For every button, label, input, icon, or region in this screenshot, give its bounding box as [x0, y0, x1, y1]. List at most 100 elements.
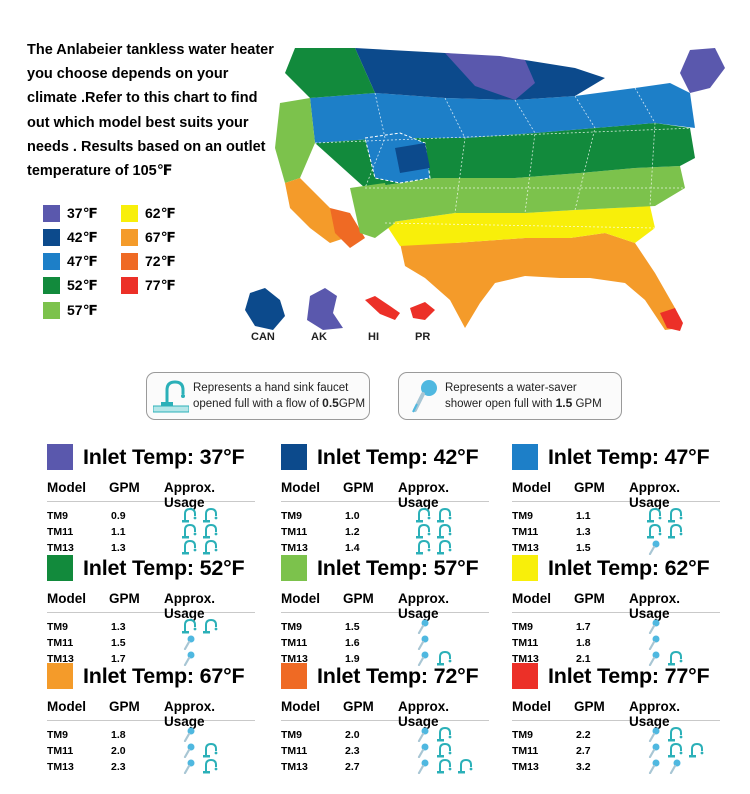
intro-text: The Anlabeier tankless water heater you …	[27, 42, 274, 180]
panel-column-headers: Model GPM Approx. Usage	[281, 589, 489, 621]
row-usage-icons	[415, 759, 478, 774]
row-model: TM13	[281, 653, 308, 665]
zone-california-72	[330, 208, 365, 248]
panel-column-headers: Model GPM Approx. Usage	[281, 697, 489, 729]
faucet-icon	[203, 524, 218, 539]
row-gpm: 1.3	[111, 621, 126, 633]
label-can: CAN	[251, 331, 275, 343]
header-model: Model	[512, 591, 551, 606]
legend-swatch	[43, 277, 60, 294]
header-usage: Approx. Usage	[629, 591, 681, 621]
shower-icon	[417, 727, 429, 742]
faucet-icon	[182, 540, 197, 555]
faucet-icon	[203, 759, 218, 774]
row-usage-icons	[181, 524, 223, 539]
row-gpm: 1.0	[345, 510, 360, 522]
row-usage-icons	[646, 651, 688, 666]
legend-swatch	[43, 253, 60, 270]
shower-icon	[648, 635, 660, 650]
faucet-icon	[416, 524, 431, 539]
shower-icon	[648, 619, 660, 634]
header-usage: Approx. Usage	[629, 480, 681, 510]
table-row: TM11 1.2	[281, 524, 489, 540]
inlet-temp-panel: Inlet Temp: 67°F Model GPM Approx. Usage TM9…	[47, 661, 255, 774]
legend-swatch	[121, 253, 138, 270]
row-gpm: 1.7	[111, 653, 126, 665]
header-gpm: GPM	[343, 591, 374, 606]
panel-title: Inlet Temp: 37°F	[83, 444, 245, 469]
row-model: TM9	[512, 729, 533, 741]
legend-label: 52℉	[67, 277, 98, 293]
panel-column-headers: Model GPM Approx. Usage	[47, 478, 255, 510]
row-gpm: 2.1	[576, 653, 591, 665]
inlet-temp-panel: Inlet Temp: 57°F Model GPM Approx. Usage TM9…	[281, 553, 489, 666]
legend-item: 52℉	[43, 277, 98, 294]
faucet-info-line2-post: GPM	[338, 397, 366, 410]
panel-color-swatch	[281, 663, 307, 689]
row-model: TM9	[281, 621, 302, 633]
panel-column-headers: Model GPM Approx. Usage	[47, 589, 255, 621]
faucet-icon	[437, 651, 452, 666]
faucet-icon	[437, 540, 452, 555]
row-model: TM13	[281, 542, 308, 554]
table-row: TM9 1.3	[47, 619, 255, 635]
shower-icon	[417, 651, 429, 666]
panel-color-swatch	[47, 663, 73, 689]
row-gpm: 2.0	[111, 745, 126, 757]
row-usage-icons	[415, 619, 436, 634]
panel-header: Inlet Temp: 77°F	[512, 661, 720, 691]
row-model: TM9	[47, 729, 68, 741]
shower-icon	[648, 540, 660, 555]
inset-hawaii	[365, 296, 400, 320]
row-gpm: 2.7	[576, 745, 591, 757]
row-usage-icons	[415, 727, 457, 742]
row-gpm: 2.0	[345, 729, 360, 741]
table-row: TM13 1.5	[512, 540, 720, 556]
row-model: TM11	[281, 745, 308, 757]
shower-icon	[648, 651, 660, 666]
header-gpm: GPM	[574, 480, 605, 495]
inlet-temp-panel: Inlet Temp: 62°F Model GPM Approx. Usage TM9…	[512, 553, 720, 666]
legend-item: 62℉	[121, 205, 176, 222]
row-gpm: 1.9	[345, 653, 360, 665]
table-row: TM11 1.5	[47, 635, 255, 651]
legend-item: 77℉	[121, 277, 176, 294]
shower-icon	[183, 727, 195, 742]
shower-icon	[417, 635, 429, 650]
row-model: TM11	[47, 526, 74, 538]
shower-icon	[417, 743, 429, 758]
panel-header: Inlet Temp: 62°F	[512, 553, 720, 583]
row-usage-icons	[415, 651, 457, 666]
table-row: TM13 3.2	[512, 759, 720, 775]
table-row: TM9 0.9	[47, 508, 255, 524]
legend-label: 37℉	[67, 205, 98, 221]
table-row: TM13 1.9	[281, 651, 489, 667]
table-row: TM9 1.5	[281, 619, 489, 635]
panel-column-headers: Model GPM Approx. Usage	[512, 589, 720, 621]
shower-icon	[183, 635, 195, 650]
zone-37-northern-tier	[445, 53, 535, 100]
header-usage: Approx. Usage	[164, 480, 216, 510]
climate-zone-map: CAN AK HI PR	[225, 38, 735, 358]
faucet-icon	[182, 508, 197, 523]
faucet-icon	[153, 380, 189, 413]
zone-67-gulf	[400, 233, 680, 330]
faucet-icon	[203, 540, 218, 555]
panel-header: Inlet Temp: 57°F	[281, 553, 489, 583]
table-row: TM11 1.8	[512, 635, 720, 651]
faucet-info-gpm-value: 0.5	[322, 395, 339, 410]
row-usage-icons	[646, 508, 688, 523]
panel-color-swatch	[281, 555, 307, 581]
table-row: TM11 2.7	[512, 743, 720, 759]
panel-title: Inlet Temp: 62°F	[548, 555, 710, 580]
shower-info-box: Represents a water-saver shower open ful…	[398, 372, 622, 420]
panel-header: Inlet Temp: 42°F	[281, 442, 489, 472]
shower-icon	[183, 743, 195, 758]
inlet-temp-panel: Inlet Temp: 52°F Model GPM Approx. Usage TM9…	[47, 553, 255, 666]
legend-item: 67℉	[121, 229, 176, 246]
shower-icon	[183, 759, 195, 774]
header-model: Model	[512, 480, 551, 495]
table-row: TM11 1.6	[281, 635, 489, 651]
row-model: TM11	[281, 526, 308, 538]
row-usage-icons	[415, 540, 457, 555]
